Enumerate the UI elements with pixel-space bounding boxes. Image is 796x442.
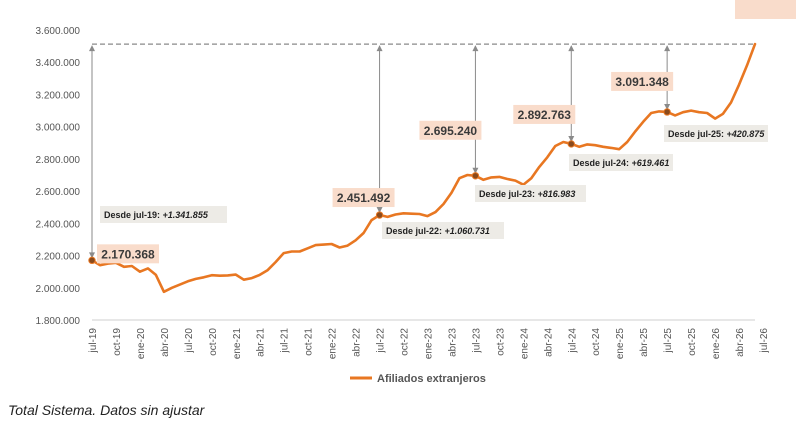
y-tick-label: 3.400.000 (36, 58, 81, 69)
x-tick-label: oct-20 (208, 328, 219, 356)
x-tick-label: oct-24 (591, 328, 602, 356)
value-label: 2.695.240 (424, 124, 478, 138)
legend-label: Afiliados extranjeros (377, 373, 486, 385)
arrow-head-up (376, 45, 383, 52)
x-tick-label: jul-19 (88, 328, 99, 354)
growth-annotation: Desde jul-25: +420.875 (668, 129, 765, 139)
annotation-bg (100, 206, 227, 223)
value-label-bg (419, 120, 482, 140)
annotation-bg (382, 222, 504, 239)
x-tick-label: ene-26 (711, 328, 722, 360)
x-tick-label: abr-23 (447, 328, 458, 357)
annotation-bg (569, 154, 673, 171)
annotation-bg (664, 125, 768, 142)
x-tick-label: ene-23 (423, 328, 434, 360)
x-tick-label: oct-22 (400, 328, 411, 356)
x-tick-label: jul-23 (471, 328, 482, 354)
arrow-head-down (568, 135, 575, 142)
value-label: 3.091.348 (615, 75, 669, 89)
x-tick-label: jul-21 (280, 328, 291, 354)
x-tick-label: ene-22 (328, 328, 339, 360)
x-tick-label: jul-20 (184, 328, 195, 354)
arrow-head-down (664, 103, 671, 110)
x-tick-label: jul-22 (376, 328, 387, 354)
chart-caption: Total Sistema. Datos sin ajustar (8, 402, 205, 418)
arrow-head-up (568, 45, 575, 52)
y-tick-label: 1.800.000 (36, 316, 81, 327)
data-point (471, 172, 480, 180)
y-tick-label: 3.200.000 (36, 90, 81, 101)
value-label-bg (332, 188, 395, 208)
growth-annotation: Desde jul-24: +619.461 (573, 158, 669, 168)
x-tick-label: oct-25 (687, 328, 698, 356)
data-point (567, 140, 575, 148)
arrow-head-up (89, 45, 95, 52)
x-tick-label: abr-24 (543, 328, 554, 357)
y-tick-label: 2.400.000 (36, 219, 81, 230)
y-tick-label: 3.600.000 (36, 26, 81, 37)
arrow-head-down (376, 207, 383, 214)
value-label: 2.451.492 (337, 191, 391, 205)
growth-annotation: Desde jul-22: +1.060.731 (386, 226, 490, 236)
value-label: 2.892.763 (518, 108, 572, 122)
value-label-bg (734, 0, 796, 19)
value-label-bg (513, 104, 576, 124)
y-tick-label: 2.600.000 (36, 187, 81, 198)
line-chart: 1.800.000 2.000.000 2.200.000 2.400.000 2.60… (36, 0, 796, 385)
y-tick-label: 2.000.000 (36, 284, 81, 295)
x-tick-label: ene-21 (232, 328, 243, 360)
arrow-head-up (664, 45, 671, 52)
value-label: 2.170.368 (101, 247, 155, 261)
arrow-head-up (472, 45, 479, 52)
value-label-bg (611, 71, 674, 91)
data-point (88, 256, 96, 265)
x-tick-label: ene-20 (136, 328, 147, 360)
data-point (375, 211, 384, 219)
growth-annotation: Desde jul-19: +1.341.855 (104, 210, 209, 220)
x-tick-label: abr-22 (352, 328, 363, 357)
x-tick-label: abr-20 (160, 328, 171, 357)
data-point (663, 108, 671, 116)
growth-annotation: Desde jul-23: +816.983 (479, 189, 575, 199)
x-tick-label: abr-26 (735, 328, 746, 357)
y-tick-label: 3.000.000 (36, 123, 81, 134)
x-tick-label: jul-24 (567, 328, 578, 354)
y-tick-label: 2.800.000 (36, 155, 81, 166)
x-tick-label: ene-24 (519, 328, 530, 360)
x-tick-label: oct-23 (495, 328, 506, 356)
series-line (90, 42, 757, 294)
value-label: 3.512.223 (739, 0, 793, 3)
x-tick-label: ene-25 (615, 328, 626, 360)
x-tick-label: abr-25 (639, 328, 650, 357)
annotation-bg (475, 185, 586, 202)
x-tick-label: oct-21 (304, 328, 315, 356)
value-label-bg (97, 244, 159, 264)
x-tick-label: abr-21 (256, 328, 267, 357)
x-tick-label: jul-25 (663, 328, 674, 354)
arrow-head-down (472, 167, 479, 174)
arrow-head-down (89, 252, 95, 259)
x-tick-label: oct-19 (112, 328, 123, 356)
y-tick-label: 2.200.000 (36, 252, 81, 263)
x-tick-label: jul-26 (759, 328, 770, 354)
